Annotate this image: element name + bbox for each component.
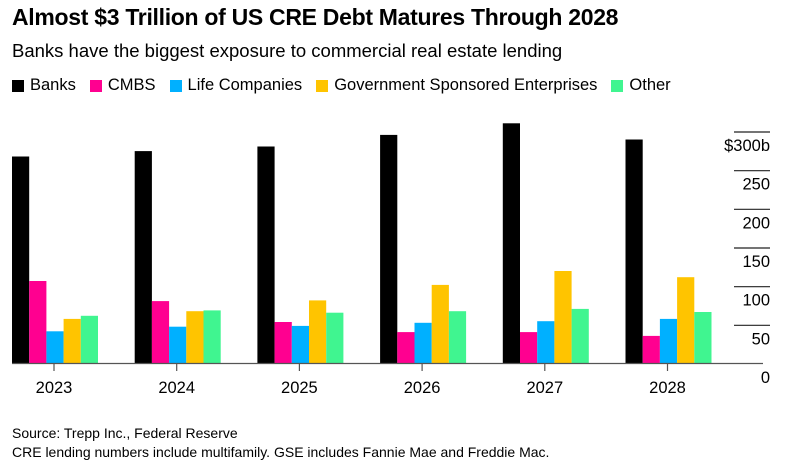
bar-banks-2025 bbox=[257, 146, 275, 363]
bar-cmbs-2024 bbox=[151, 301, 170, 363]
y-tick-label-300: $300b bbox=[724, 137, 770, 155]
y-tick-label-250: 250 bbox=[742, 176, 770, 194]
legend-swatch-cmbs bbox=[89, 79, 102, 92]
bar-other-2025 bbox=[326, 312, 344, 363]
bar-life-companies-2024 bbox=[169, 326, 187, 363]
x-axis: 2023 2024 2025 2026 2027 2028 bbox=[12, 362, 763, 397]
chart-subtitle: Banks have the biggest exposure to comme… bbox=[12, 40, 563, 61]
legend-item-life-companies: Life Companies bbox=[169, 76, 303, 95]
legend-swatch-banks bbox=[12, 79, 24, 92]
legend-swatch-life-companies bbox=[169, 79, 182, 92]
bar-other-2024 bbox=[203, 310, 221, 363]
bar-banks-2027 bbox=[502, 123, 520, 363]
bar-government-sponsored-enterprises-2028 bbox=[677, 277, 695, 363]
legend-label-life-companies: Life Companies bbox=[187, 76, 303, 94]
bar-cmbs-2026 bbox=[397, 332, 415, 363]
bar-cmbs-2027 bbox=[520, 332, 538, 363]
bar-other-2027 bbox=[571, 308, 589, 363]
bar-banks-2028 bbox=[625, 139, 643, 363]
bar-banks-2026 bbox=[380, 134, 398, 363]
legend-label-cmbs: CMBS bbox=[107, 76, 156, 94]
legend-item-banks: Banks bbox=[12, 76, 76, 95]
y-axis: 0 50 100 150 200 250 $300b bbox=[724, 131, 770, 387]
bar-life-companies-2027 bbox=[537, 321, 555, 363]
footnote: CRE lending numbers include multifamily.… bbox=[12, 444, 550, 460]
y-tick-label-100: 100 bbox=[742, 292, 770, 310]
bar-banks-2023 bbox=[12, 156, 30, 363]
bar-government-sponsored-enterprises-2024 bbox=[186, 311, 204, 363]
bar-cmbs-2028 bbox=[642, 335, 660, 363]
x-tick-label-2024: 2024 bbox=[158, 379, 195, 397]
legend-item-other: Other bbox=[611, 76, 671, 95]
bar-other-2026 bbox=[448, 311, 467, 363]
legend-label-gse: Government Sponsored Enterprises bbox=[334, 76, 598, 94]
bar-cmbs-2023 bbox=[29, 281, 47, 363]
legend-item-cmbs: CMBS bbox=[89, 76, 156, 95]
bar-life-companies-2028 bbox=[659, 318, 678, 363]
bar-life-companies-2026 bbox=[414, 322, 432, 363]
bar-government-sponsored-enterprises-2027 bbox=[554, 271, 572, 363]
bars-group bbox=[12, 123, 712, 363]
legend-label-banks: Banks bbox=[30, 76, 76, 94]
bar-government-sponsored-enterprises-2023 bbox=[63, 318, 81, 363]
legend-label-other: Other bbox=[629, 76, 671, 94]
bar-other-2023 bbox=[80, 315, 98, 363]
bar-government-sponsored-enterprises-2026 bbox=[431, 284, 449, 363]
x-tick-label-2026: 2026 bbox=[404, 379, 441, 397]
y-tick-label-0: 0 bbox=[761, 369, 770, 387]
y-tick-label-50: 50 bbox=[752, 330, 770, 348]
x-tick-label-2027: 2027 bbox=[526, 379, 563, 397]
bar-cmbs-2025 bbox=[274, 322, 292, 363]
x-tick-label-2025: 2025 bbox=[281, 379, 318, 397]
chart-title: Almost $3 Trillion of US CRE Debt Mature… bbox=[12, 4, 619, 30]
x-tick-label-2028: 2028 bbox=[649, 379, 686, 397]
bar-life-companies-2025 bbox=[291, 325, 309, 363]
bar-government-sponsored-enterprises-2025 bbox=[309, 300, 327, 363]
legend-swatch-gse bbox=[316, 79, 329, 92]
y-tick-label-150: 150 bbox=[742, 253, 770, 271]
x-tick-label-2023: 2023 bbox=[36, 379, 73, 397]
source-note: Source: Trepp Inc., Federal Reserve bbox=[12, 425, 238, 441]
legend: Banks CMBS Life Companies Government Spo… bbox=[12, 76, 685, 95]
legend-swatch-other bbox=[611, 79, 624, 92]
bar-other-2028 bbox=[694, 312, 712, 363]
bar-banks-2024 bbox=[134, 151, 152, 363]
y-tick-label-200: 200 bbox=[742, 214, 770, 232]
legend-item-gse: Government Sponsored Enterprises bbox=[316, 76, 597, 95]
bar-life-companies-2023 bbox=[46, 331, 64, 363]
